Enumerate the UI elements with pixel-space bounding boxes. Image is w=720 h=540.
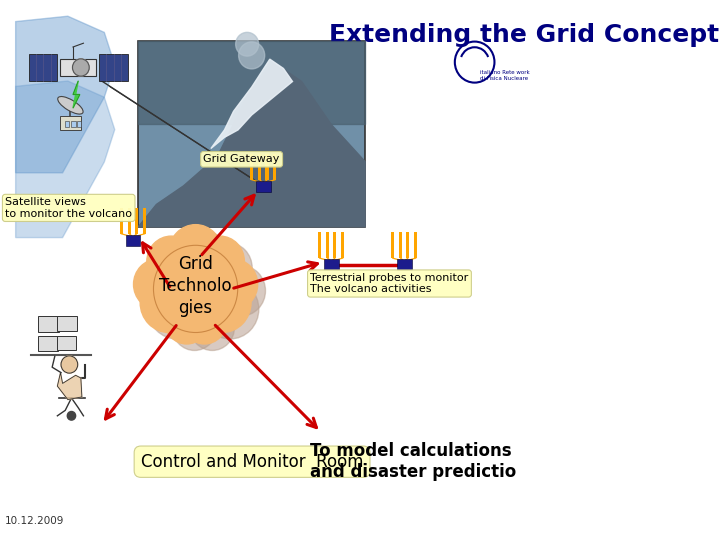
Bar xyxy=(58,336,76,350)
Circle shape xyxy=(148,279,206,339)
Bar xyxy=(406,232,410,258)
Circle shape xyxy=(61,356,78,373)
Bar xyxy=(29,54,58,81)
Circle shape xyxy=(155,242,204,293)
Circle shape xyxy=(140,273,198,333)
Circle shape xyxy=(177,231,230,286)
Circle shape xyxy=(141,266,190,316)
Circle shape xyxy=(153,245,238,333)
Bar xyxy=(318,232,321,258)
Polygon shape xyxy=(58,373,82,400)
Bar xyxy=(324,259,338,270)
Circle shape xyxy=(133,259,182,309)
Bar xyxy=(60,59,96,76)
Circle shape xyxy=(196,236,244,287)
Bar xyxy=(341,232,344,258)
Circle shape xyxy=(165,298,209,344)
Bar xyxy=(135,208,138,234)
Bar xyxy=(258,154,261,180)
Polygon shape xyxy=(16,81,114,238)
Circle shape xyxy=(73,59,89,76)
Text: Grid Gateway: Grid Gateway xyxy=(204,154,280,164)
Bar xyxy=(71,122,76,127)
Bar xyxy=(256,181,271,192)
Circle shape xyxy=(194,273,251,333)
Bar xyxy=(397,259,412,270)
Polygon shape xyxy=(138,63,365,227)
Circle shape xyxy=(204,242,252,293)
Text: Grid
Technolo
gies: Grid Technolo gies xyxy=(159,255,232,318)
Text: Terrestrial probes to monitor
The volcano activities: Terrestrial probes to monitor The volcan… xyxy=(310,273,469,294)
Circle shape xyxy=(209,259,258,309)
Bar xyxy=(58,316,77,331)
Text: Control and Monitor  Room: Control and Monitor Room xyxy=(141,453,364,471)
Bar xyxy=(333,232,336,258)
Polygon shape xyxy=(73,81,80,108)
Bar xyxy=(399,232,402,258)
Bar xyxy=(414,232,418,258)
Bar xyxy=(60,116,81,130)
Bar xyxy=(127,208,131,234)
Polygon shape xyxy=(138,40,365,124)
Bar xyxy=(99,54,127,81)
Ellipse shape xyxy=(58,97,83,114)
Circle shape xyxy=(235,32,258,56)
Bar xyxy=(77,122,81,127)
Bar xyxy=(120,208,123,234)
Circle shape xyxy=(169,225,222,280)
Polygon shape xyxy=(211,59,292,148)
Text: italiano Rete work
di Fisica Nucleare: italiano Rete work di Fisica Nucleare xyxy=(480,70,530,81)
Text: Extending the Grid Concepts: Extending the Grid Concepts xyxy=(328,23,720,47)
Bar xyxy=(266,154,269,180)
Circle shape xyxy=(172,305,217,350)
Text: Satellite views
to monitor the volcano: Satellite views to monitor the volcano xyxy=(5,197,132,219)
Circle shape xyxy=(161,252,246,339)
Bar xyxy=(391,232,395,258)
Circle shape xyxy=(67,411,76,420)
Polygon shape xyxy=(16,16,114,173)
Bar xyxy=(251,154,253,180)
Bar xyxy=(274,154,276,180)
Bar xyxy=(38,336,58,351)
Circle shape xyxy=(147,236,196,287)
Circle shape xyxy=(238,42,265,69)
Circle shape xyxy=(217,266,266,316)
Bar xyxy=(66,122,69,127)
Circle shape xyxy=(201,279,258,339)
Text: To model calculations
and disaster predictio: To model calculations and disaster predi… xyxy=(310,442,516,481)
Bar xyxy=(138,40,365,227)
Bar xyxy=(126,235,140,246)
Circle shape xyxy=(190,305,235,350)
Bar xyxy=(38,316,59,332)
Circle shape xyxy=(182,298,227,344)
Text: 10.12.2009: 10.12.2009 xyxy=(5,516,65,526)
Bar xyxy=(143,208,146,234)
Bar xyxy=(326,232,329,258)
